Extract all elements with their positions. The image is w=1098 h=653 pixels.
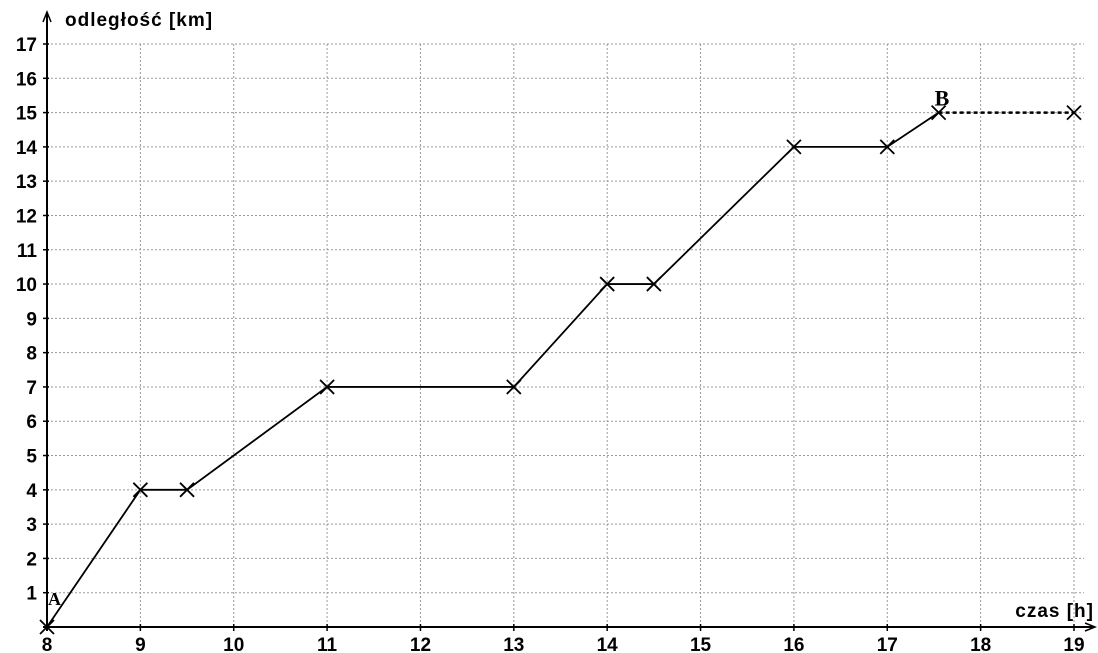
data-point-cross (506, 379, 522, 395)
data-point-cross (646, 276, 662, 292)
y-tick-label: 4 (26, 481, 37, 502)
y-tick-label: 1 (26, 584, 37, 605)
annotations: AB (48, 86, 950, 609)
grid (47, 43, 1084, 627)
end-point (1066, 104, 1082, 121)
y-tick-label: 10 (16, 275, 37, 296)
x-tick-label: 10 (223, 635, 244, 653)
x-tick-label: 11 (317, 635, 338, 653)
data-point-cross (599, 276, 615, 292)
x-tick-label: 17 (877, 635, 898, 653)
data-point-cross (179, 482, 195, 498)
y-tick-label: 12 (16, 206, 37, 227)
y-tick-label: 13 (16, 172, 37, 193)
data-point (786, 139, 802, 155)
x-axis-arrow (1084, 622, 1098, 632)
data-point-cross (319, 379, 335, 395)
x-tick-label: 8 (42, 635, 53, 653)
y-tick-label: 5 (26, 447, 37, 468)
y-tick-label: 15 (16, 104, 38, 125)
data-point (506, 379, 522, 395)
y-tick-label: 2 (26, 549, 37, 570)
data-point (646, 276, 662, 292)
y-tick-label: 8 (26, 344, 37, 365)
x-tick-label: 15 (690, 635, 712, 653)
y-tick-label: 11 (17, 241, 38, 262)
data-point (599, 276, 615, 292)
x-axis-title: czas [h] (1015, 601, 1094, 622)
data-point-cross (786, 139, 802, 155)
point-label-a: A (48, 589, 61, 609)
y-tick-label: 9 (26, 309, 37, 330)
y-axis-title: odległość [km] (65, 10, 213, 31)
data-point (132, 482, 149, 498)
y-tick-label: 7 (26, 378, 37, 399)
y-tick-label: 14 (16, 138, 38, 159)
x-tick-label: 13 (503, 635, 524, 653)
data-point (39, 619, 55, 635)
data-point-cross (132, 482, 149, 498)
y-tick-label: 6 (26, 412, 37, 433)
point-label-b: B (935, 86, 950, 111)
axes (42, 9, 1098, 632)
y-tick-label: 17 (16, 35, 37, 56)
data-point (319, 379, 335, 395)
series (39, 104, 1082, 635)
y-tick-label: 3 (26, 515, 37, 536)
y-tick-label: 16 (16, 69, 37, 90)
x-tick-label: 19 (1063, 635, 1084, 653)
data-point (179, 482, 195, 498)
y-axis-arrow (42, 9, 52, 23)
data-point (879, 139, 895, 155)
series-line (46, 111, 940, 628)
x-tick-label: 9 (135, 635, 146, 653)
x-tick-label: 16 (783, 635, 804, 653)
x-tick-label: 12 (410, 635, 431, 653)
x-tick-label: 14 (597, 635, 619, 653)
data-point-cross (879, 139, 895, 155)
x-tick-label: 18 (970, 635, 991, 653)
end-point-cross (1066, 104, 1082, 121)
data-point-cross (39, 619, 55, 635)
